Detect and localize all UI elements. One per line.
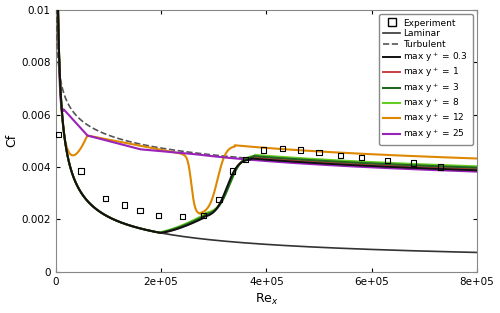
Point xyxy=(357,155,365,160)
Point xyxy=(242,156,250,162)
Point xyxy=(55,132,63,137)
Point xyxy=(384,158,392,163)
Point xyxy=(278,146,286,151)
Point xyxy=(154,213,162,218)
Point xyxy=(102,196,110,201)
Point xyxy=(410,161,418,166)
Point xyxy=(215,197,223,202)
Point xyxy=(120,203,128,208)
Point xyxy=(336,153,344,158)
Point xyxy=(136,208,144,213)
Y-axis label: Cf: Cf xyxy=(6,134,18,147)
Point xyxy=(436,164,444,169)
Point xyxy=(77,168,85,173)
X-axis label: Re$_x$: Re$_x$ xyxy=(254,292,278,307)
Point xyxy=(296,147,304,152)
Point xyxy=(315,150,323,155)
Point xyxy=(178,214,186,219)
Point xyxy=(199,213,207,218)
Point xyxy=(260,147,268,152)
Point xyxy=(228,168,236,173)
Legend: Experiment, Laminar, Turbulent, max y$^+$ = 0.3, max y$^+$ = 1, max y$^+$ = 3, m: Experiment, Laminar, Turbulent, max y$^+… xyxy=(379,14,472,145)
